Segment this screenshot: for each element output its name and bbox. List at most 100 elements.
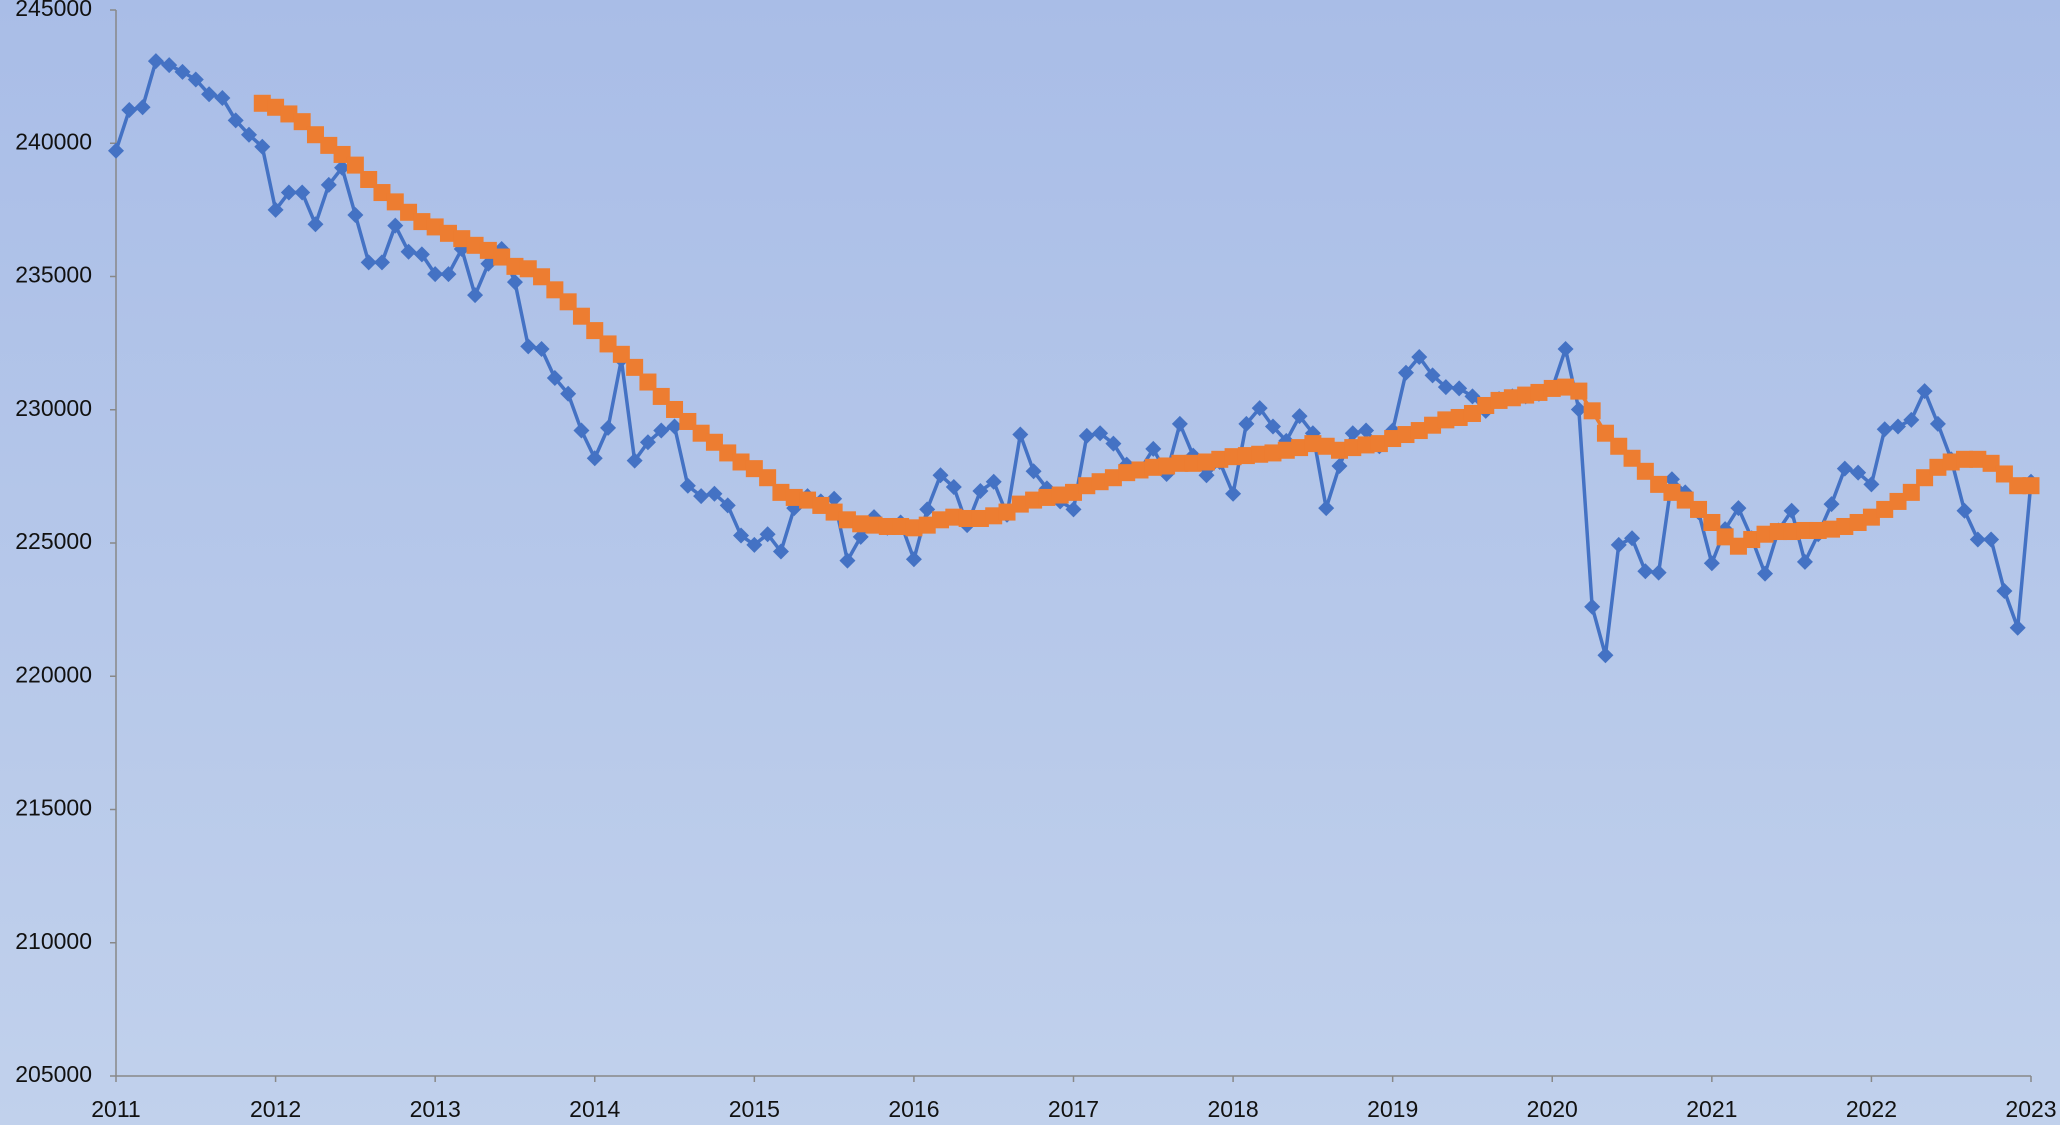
data-point [1903,411,1920,428]
data-point [812,496,830,514]
data-point [1956,450,1974,468]
data-point [360,170,378,188]
data-point [1424,416,1442,434]
data-point [1703,513,1721,531]
data-point [1225,485,1242,502]
data-point [1251,445,1269,463]
data-point [1065,501,1082,518]
data-point [1889,492,1907,510]
data-point [294,184,311,201]
data-point [1224,448,1242,466]
data-point [1424,367,1441,384]
data-point [373,184,391,202]
data-point [839,552,856,569]
data-point [1012,426,1029,443]
data-point [293,113,311,131]
data-point [1862,508,1880,526]
data-point [1876,500,1894,518]
data-point [1995,465,2013,483]
data-point [639,434,656,451]
data-point [1557,340,1574,357]
data-point [147,53,164,70]
data-point [1291,439,1309,457]
data-point [692,424,710,442]
data-point [612,345,630,363]
data-point [785,488,803,506]
data-point [1956,502,1973,519]
data-point [1783,523,1801,541]
data-point [1158,457,1176,475]
data-point [626,358,644,376]
x-tick-label: 2021 [1686,1096,1737,1122]
data-point [1251,400,1268,417]
data-point [214,89,231,106]
data-point [1756,525,1774,543]
data-point [506,257,524,275]
data-point [1277,441,1295,459]
data-point [187,71,204,88]
data-point [1078,477,1096,495]
data-point [600,419,617,436]
y-tick-label: 210000 [15,928,92,954]
data-point [1317,437,1335,455]
data-point [1876,421,1893,438]
data-point [1624,530,1641,547]
data-point [1596,424,1614,442]
data-point [1543,379,1561,397]
data-point [280,105,298,123]
y-tick-label: 235000 [15,262,92,288]
data-point [1503,389,1521,407]
data-point [267,98,285,116]
data-point [1463,404,1481,422]
data-point [1144,458,1162,476]
data-point [1929,415,1946,432]
data-point [227,112,244,129]
data-point [945,508,963,526]
data-point [426,218,444,236]
y-tick-label: 225000 [15,528,92,554]
data-point [1902,483,1920,501]
data-point [520,338,537,355]
data-point [346,156,364,174]
data-point [972,483,989,500]
data-point [480,255,497,272]
data-point [1264,444,1282,462]
data-point [1105,435,1122,452]
y-tick-label: 240000 [15,128,92,154]
data-point [1996,582,2013,599]
data-point [985,473,1002,490]
data-point [1025,491,1043,509]
data-point [2009,619,2026,636]
data-point [1517,386,1535,404]
data-point [732,453,750,471]
data-point [2022,477,2040,495]
data-point [652,387,670,405]
y-tick-label: 230000 [15,395,92,421]
data-point [1969,531,1986,548]
y-tick-label: 215000 [15,795,92,821]
data-point [453,230,471,248]
data-point [413,213,431,231]
data-point [1823,520,1841,538]
data-point [945,479,962,496]
data-point [639,373,657,391]
data-point [1171,415,1188,432]
data-point [1942,453,1960,471]
data-point [1437,411,1455,429]
data-point [1477,396,1495,414]
data-point [1650,475,1668,493]
data-point [267,201,284,218]
data-point [599,335,617,353]
data-point [1570,382,1588,400]
data-point [693,488,710,505]
data-point [1264,418,1281,435]
x-tick-label: 2014 [569,1096,620,1122]
data-point [134,99,151,116]
data-point [386,193,404,211]
data-point [772,483,790,501]
x-tick-label: 2013 [410,1096,461,1122]
data-point [387,217,404,234]
data-point [1929,458,1947,476]
